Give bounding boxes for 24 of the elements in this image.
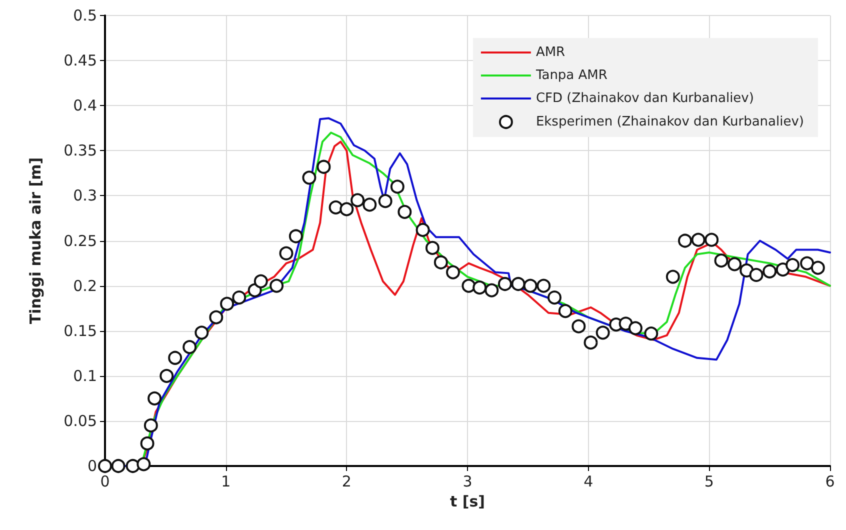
y-tick-label: 0.15 xyxy=(64,322,97,340)
y-tick-label: 0.5 xyxy=(73,6,97,24)
y-tick-label: 0.3 xyxy=(73,186,97,205)
y-tick-label: 0.05 xyxy=(64,412,97,430)
x-tick-label: 6 xyxy=(825,472,835,490)
y-tick-label: 0.1 xyxy=(73,366,97,385)
legend-label: CFD (Zhainakov dan Kurbanaliev) xyxy=(536,91,754,106)
y-tick-label: 0.4 xyxy=(73,96,97,115)
x-tick-label: 3 xyxy=(462,472,472,490)
x-tick-label: 2 xyxy=(342,472,352,490)
y-tick-label: 0.25 xyxy=(64,232,97,250)
y-axis-title: Tinggi muka air [m] xyxy=(26,157,44,324)
legend-label: Tanpa AMR xyxy=(534,68,608,83)
x-tick-label: 1 xyxy=(221,472,231,490)
y-tick-label: 0 xyxy=(87,457,97,475)
x-axis-title: t [s] xyxy=(450,492,486,510)
x-tick-label: 0 xyxy=(100,472,110,490)
y-tick-label: 0.35 xyxy=(64,142,97,160)
x-tick-label: 4 xyxy=(584,472,594,490)
y-tick-label: 0.45 xyxy=(64,52,97,70)
legend-label: AMR xyxy=(536,45,566,60)
y-tick-label: 0.2 xyxy=(73,276,97,295)
legend-label: Eksperimen (Zhainakov dan Kurbanaliev) xyxy=(536,114,804,130)
x-tick-label: 5 xyxy=(704,472,714,490)
